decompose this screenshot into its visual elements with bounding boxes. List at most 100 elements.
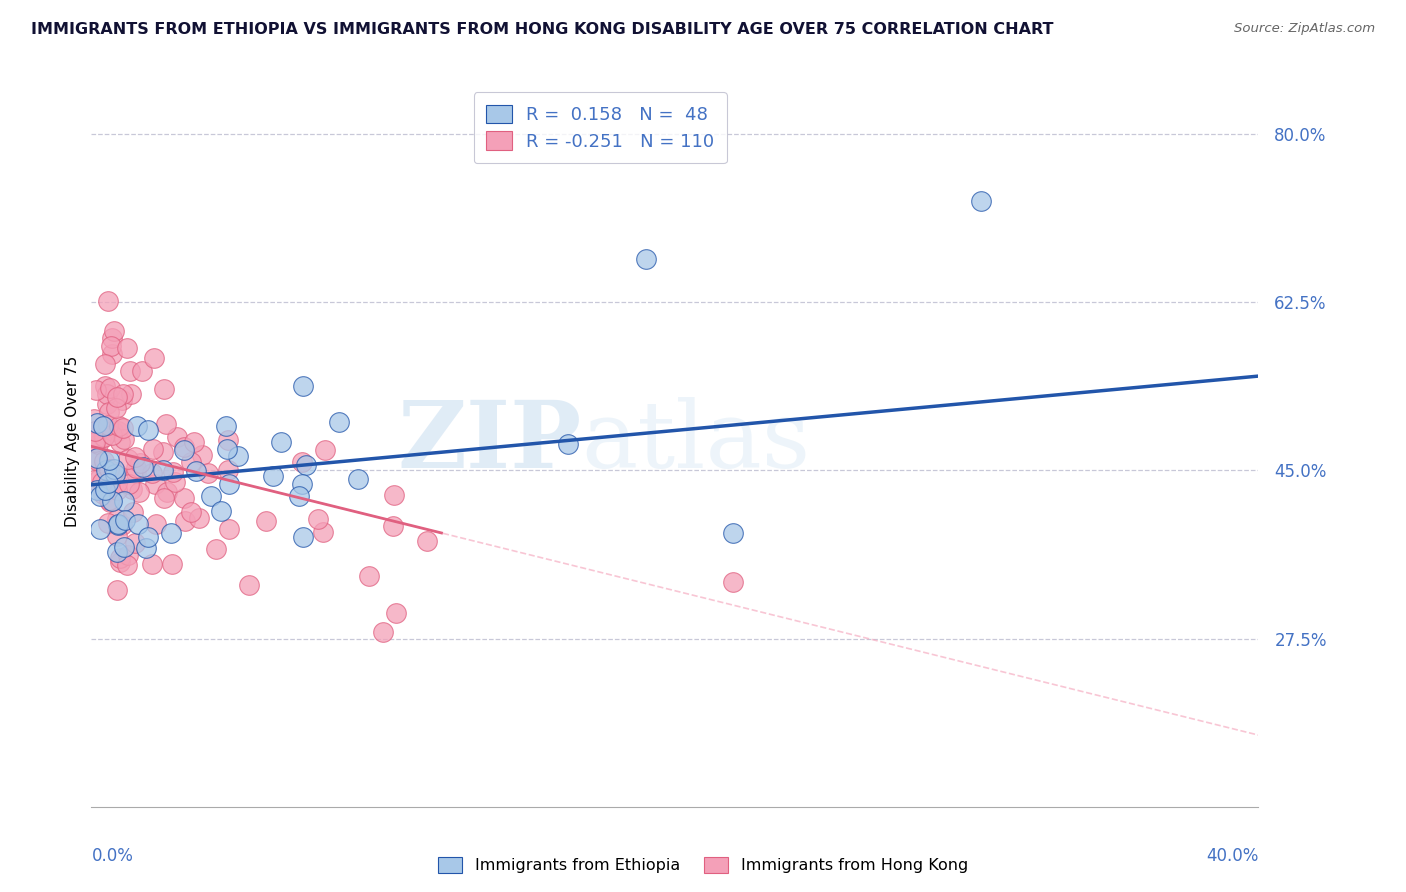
Point [371, 624, 394, 639]
Point [382, 488, 405, 502]
Point [105, 582, 128, 597]
Point [83, 412, 105, 426]
Point [152, 462, 174, 476]
Point [117, 342, 139, 356]
Point [143, 351, 166, 365]
Point [93, 483, 115, 497]
Point [120, 364, 142, 378]
Point [125, 466, 148, 480]
Point [385, 606, 408, 620]
Point [98, 381, 121, 395]
Point [107, 391, 129, 405]
Point [83, 473, 105, 487]
Point [105, 483, 128, 497]
Point [723, 574, 745, 589]
Point [90, 475, 112, 489]
Point [108, 551, 131, 566]
Point [291, 379, 314, 393]
Point [183, 434, 205, 449]
Point [97, 418, 120, 433]
Point [112, 432, 135, 446]
Point [84, 452, 107, 467]
Point [105, 545, 128, 559]
Point [205, 542, 228, 557]
Legend: R =  0.158   N =  48, R = -0.251   N = 110: R = 0.158 N = 48, R = -0.251 N = 110 [474, 92, 727, 163]
Point [328, 415, 350, 429]
Point [91, 430, 114, 444]
Point [105, 529, 128, 543]
Point [107, 425, 129, 439]
Point [105, 466, 128, 480]
Point [160, 526, 183, 541]
Point [100, 471, 122, 485]
Point [118, 477, 141, 491]
Point [86, 483, 108, 498]
Point [84, 424, 107, 438]
Text: ZIP: ZIP [398, 397, 582, 486]
Point [124, 450, 146, 465]
Point [111, 387, 134, 401]
Text: 40.0%: 40.0% [1206, 847, 1258, 865]
Text: 0.0%: 0.0% [91, 847, 134, 865]
Point [100, 427, 122, 442]
Point [200, 489, 222, 503]
Point [217, 433, 239, 447]
Point [94, 379, 117, 393]
Point [132, 459, 155, 474]
Point [101, 424, 124, 438]
Point [97, 453, 120, 467]
Point [122, 505, 145, 519]
Point [111, 392, 134, 407]
Point [112, 494, 135, 508]
Point [96, 397, 118, 411]
Text: Source: ZipAtlas.com: Source: ZipAtlas.com [1234, 22, 1375, 36]
Point [128, 484, 150, 499]
Point [97, 294, 120, 309]
Point [188, 511, 211, 525]
Point [94, 357, 117, 371]
Point [96, 387, 118, 401]
Point [970, 194, 993, 208]
Point [723, 525, 745, 540]
Point [111, 517, 134, 532]
Point [291, 530, 314, 544]
Point [97, 462, 120, 476]
Point [160, 557, 183, 571]
Point [314, 443, 336, 458]
Point [218, 522, 240, 536]
Point [209, 504, 232, 518]
Point [103, 462, 125, 476]
Point [91, 419, 114, 434]
Point [191, 448, 214, 462]
Point [155, 484, 177, 499]
Point [184, 464, 207, 478]
Point [226, 449, 249, 463]
Point [98, 405, 121, 419]
Point [93, 421, 115, 435]
Point [291, 477, 314, 491]
Point [108, 555, 131, 569]
Point [218, 477, 240, 491]
Point [84, 452, 107, 467]
Point [263, 468, 285, 483]
Point [103, 324, 125, 338]
Point [215, 442, 238, 457]
Point [105, 511, 128, 525]
Point [173, 491, 195, 506]
Point [197, 466, 219, 480]
Point [312, 524, 335, 539]
Point [94, 463, 117, 477]
Point [101, 330, 124, 344]
Point [120, 387, 142, 401]
Point [357, 568, 380, 582]
Point [270, 434, 292, 449]
Point [125, 418, 148, 433]
Point [557, 437, 579, 451]
Point [143, 477, 166, 491]
Point [114, 512, 136, 526]
Point [86, 416, 108, 430]
Point [121, 482, 143, 496]
Point [291, 455, 314, 469]
Point [131, 364, 153, 378]
Point [166, 430, 188, 444]
